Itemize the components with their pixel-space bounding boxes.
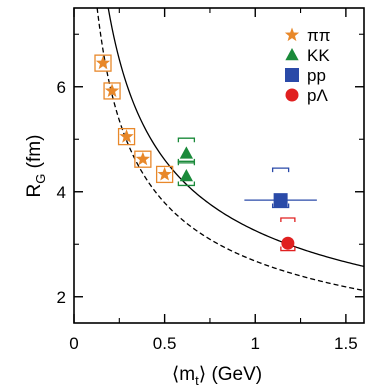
legend-label: ππ <box>307 26 330 45</box>
pi-pi-sys-box <box>155 165 174 184</box>
p-lambda-sys-bracket <box>280 217 296 252</box>
pp-point <box>273 193 288 208</box>
legend-pp-marker <box>285 68 299 82</box>
legend-kk-marker <box>285 48 299 61</box>
axis-ticks: 0 0.5 1 1.5 2 4 6 <box>57 8 364 353</box>
x-tick-label: 0 <box>69 334 78 353</box>
y-tick-label: 2 <box>57 288 66 307</box>
plot-frame <box>73 7 365 324</box>
y-axis-label: RG (fm) <box>24 135 48 198</box>
pi-pi-point <box>119 129 134 143</box>
legend-p-lambda-marker <box>285 88 299 102</box>
solid-fit-curve <box>107 8 364 268</box>
pi-pi-sys-box <box>117 127 136 146</box>
data-points <box>94 54 317 252</box>
pi-pi-point <box>104 83 120 98</box>
pp-sys-bracket <box>271 167 290 209</box>
legend-label: pp <box>307 66 326 85</box>
kk-sys-bracket <box>177 160 196 187</box>
x-tick-label: 1 <box>251 334 260 353</box>
legend-label: pΛ <box>307 86 328 105</box>
p-lambda-point <box>281 236 295 250</box>
kk-point <box>179 169 194 182</box>
pi-pi-point <box>135 151 151 166</box>
kk-point <box>179 146 194 159</box>
y-tick-label: 4 <box>57 183 66 202</box>
y-tick-label: 6 <box>57 78 66 97</box>
pi-pi-sys-box <box>94 54 112 72</box>
legend-label: KK <box>307 46 330 65</box>
x-tick-label: 1.5 <box>334 334 358 353</box>
pi-pi-sys-box <box>103 82 121 100</box>
pi-pi-sys-box <box>134 150 152 168</box>
legend-pi-pi-marker <box>284 27 300 42</box>
x-tick-label: 0.5 <box>153 334 177 353</box>
pi-pi-point <box>95 55 111 70</box>
pi-pi-point <box>157 166 172 181</box>
x-axis-label: ⟨mt⟩ (GeV) <box>172 364 262 388</box>
